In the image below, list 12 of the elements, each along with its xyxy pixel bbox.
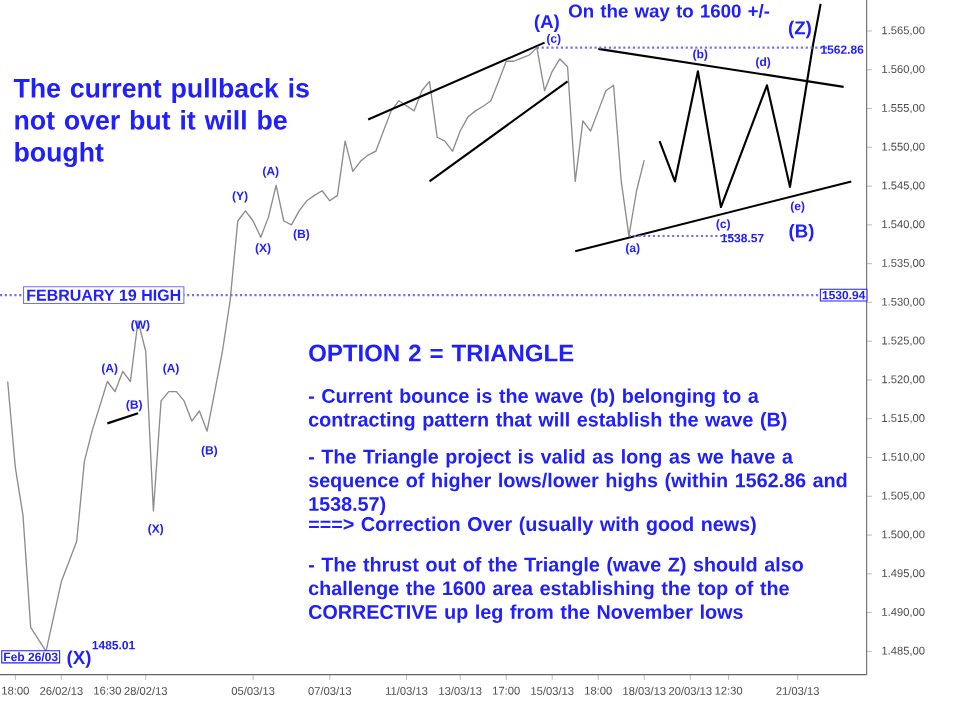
annotation: OPTION 2 = TRIANGLE (309, 344, 574, 362)
annotation: - Current bounce is the wave (b) belonging to a contracting pattern that will establish the wave (B) (308, 388, 787, 431)
annotation: On the way to 1600 +/- (568, 3, 770, 22)
annotation: - The thrust out of the Triangle (wave Z) should also challenge the 1600 area establishing the top of the CORRECTIVE up leg from the November lows (308, 557, 803, 623)
annotation: The current pullback is not over but it will be bought (13, 78, 309, 168)
annotation: ===> Correction Over (usually with good news) (309, 516, 756, 536)
annotation: (X) (67, 650, 91, 668)
annotation: (A) (534, 14, 559, 32)
annotation: - The Triangle project is valid as long as we have a sequence of higher lows/lower highs (within 1562.86 and 1538.57) (308, 449, 847, 515)
annotation: (B) (789, 223, 814, 242)
ref-line-label: FEBRUARY 19 HIGH (27, 289, 181, 301)
annotation: (Z) (788, 20, 811, 39)
